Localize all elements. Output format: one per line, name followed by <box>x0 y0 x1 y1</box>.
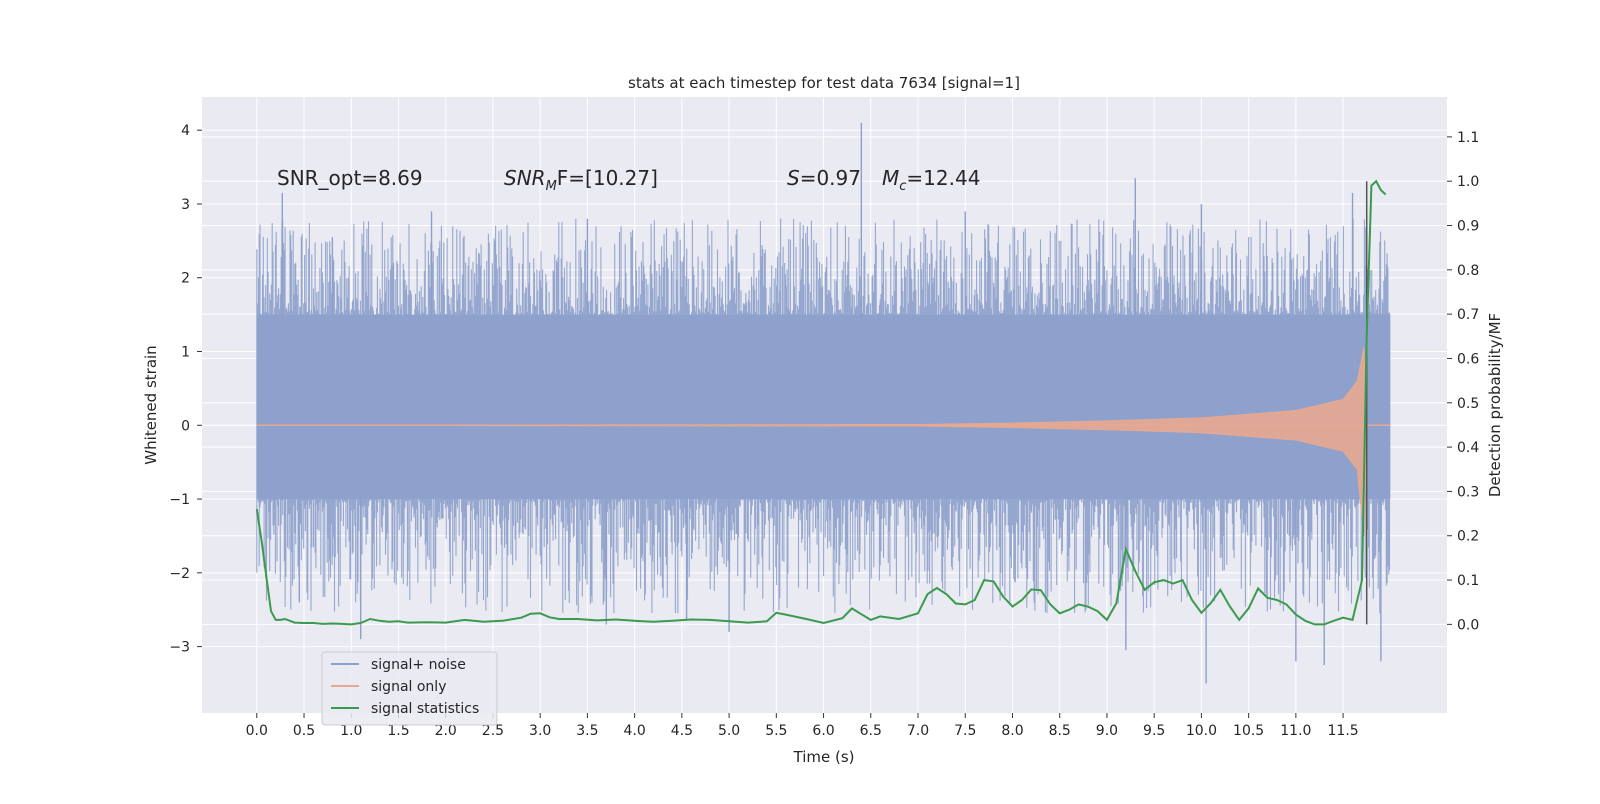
y-right-tick-label: 0.7 <box>1457 307 1479 323</box>
x-tick-label: 5.5 <box>765 723 787 739</box>
y-tick-label: 4 <box>181 123 190 139</box>
x-tick-label: 5.0 <box>718 723 740 739</box>
x-tick-label: 8.0 <box>1001 723 1023 739</box>
series-signal-noise <box>256 122 1391 684</box>
y-tick-label: 1 <box>181 345 190 361</box>
y-tick-label: −1 <box>169 492 190 508</box>
y-right-tick-label: 0.8 <box>1457 263 1479 279</box>
y-tick-label: 0 <box>181 418 190 434</box>
y-right-tick-label: 1.0 <box>1457 174 1479 190</box>
x-tick-label: 9.0 <box>1096 723 1118 739</box>
x-tick-label: 7.5 <box>954 723 976 739</box>
x-axis-label: Time (s) <box>793 748 855 766</box>
y-tick-label: −3 <box>169 640 190 656</box>
y-right-tick-label: 0.3 <box>1457 484 1479 500</box>
y-tick-label: 2 <box>181 271 190 287</box>
x-tick-label: 0.5 <box>293 723 315 739</box>
snr-opt-annotation: SNR_opt=8.69 <box>277 166 423 190</box>
y-right-tick-label: 1.1 <box>1457 130 1479 146</box>
legend-label-signal-noise: signal+ noise <box>371 657 466 673</box>
x-tick-label: 4.0 <box>623 723 645 739</box>
y-axis-left-ticks: −3 −2 −1 0 1 2 3 4 <box>169 123 202 656</box>
y-right-tick-label: 0.5 <box>1457 396 1479 412</box>
y-tick-label: 3 <box>181 197 190 213</box>
s-annotation: S=0.97 <box>787 166 861 190</box>
x-tick-label: 7.0 <box>907 723 929 739</box>
y-axis-right-ticks: 0.0 0.1 0.2 0.3 0.4 0.5 0.6 0.7 0.8 0.9 1.0 1.1 <box>1447 130 1479 633</box>
signal-envelope <box>256 347 1391 536</box>
noise-trace <box>256 218 1391 614</box>
x-tick-label: 6.5 <box>860 723 882 739</box>
x-tick-label: 3.5 <box>576 723 598 739</box>
series-signal-statistics <box>255 179 1387 626</box>
y-right-tick-label: 0.2 <box>1457 529 1479 545</box>
x-tick-label: 1.0 <box>340 723 362 739</box>
x-tick-label: 3.0 <box>529 723 551 739</box>
x-tick-label: 1.5 <box>387 723 409 739</box>
mc-annotation: Mc=12.44 <box>882 166 980 194</box>
x-tick-label: 2.0 <box>435 723 457 739</box>
x-tick-label: 10.5 <box>1233 723 1264 739</box>
x-tick-label: 9.5 <box>1143 723 1165 739</box>
legend-label-signal-only: signal only <box>371 679 446 695</box>
x-tick-label: 2.5 <box>482 723 504 739</box>
y-right-tick-label: 0.0 <box>1457 617 1479 633</box>
series-signal-only <box>256 347 1391 536</box>
x-tick-label: 0.0 <box>246 723 268 739</box>
annotations: SNR_opt=8.69 SNRMF=[10.27] S=0.97 Mc=12.… <box>277 166 980 194</box>
x-axis-ticks: 0.0 0.5 1.0 1.5 2.0 2.5 3.0 3.5 4.0 4.5 5.0 5.5 6.0 6… <box>246 713 1359 739</box>
legend-box <box>321 651 498 726</box>
y-right-tick-label: 0.6 <box>1457 351 1479 367</box>
legend-label-signal-statistics: signal statistics <box>371 701 479 717</box>
x-tick-label: 11.0 <box>1280 723 1311 739</box>
y-axis-label: Whitened strain <box>142 345 160 464</box>
y-right-tick-label: 0.9 <box>1457 219 1479 235</box>
y-right-tick-label: 0.1 <box>1457 573 1479 589</box>
x-tick-label: 4.5 <box>671 723 693 739</box>
chart-title: stats at each timestep for test data 763… <box>628 74 1020 92</box>
x-tick-label: 11.5 <box>1328 723 1359 739</box>
series-layer <box>255 122 1391 684</box>
legend: signal+ noise signal only signal statist… <box>321 651 498 726</box>
y-tick-label: −2 <box>169 566 190 582</box>
y-axis-right-label: Detection probability/MF <box>1486 313 1504 497</box>
snr-mf-annotation: SNRMF=[10.27] <box>504 166 658 194</box>
x-tick-label: 6.0 <box>812 723 834 739</box>
y-right-tick-label: 0.4 <box>1457 440 1479 456</box>
x-tick-label: 8.5 <box>1049 723 1071 739</box>
x-tick-label: 10.0 <box>1186 723 1217 739</box>
